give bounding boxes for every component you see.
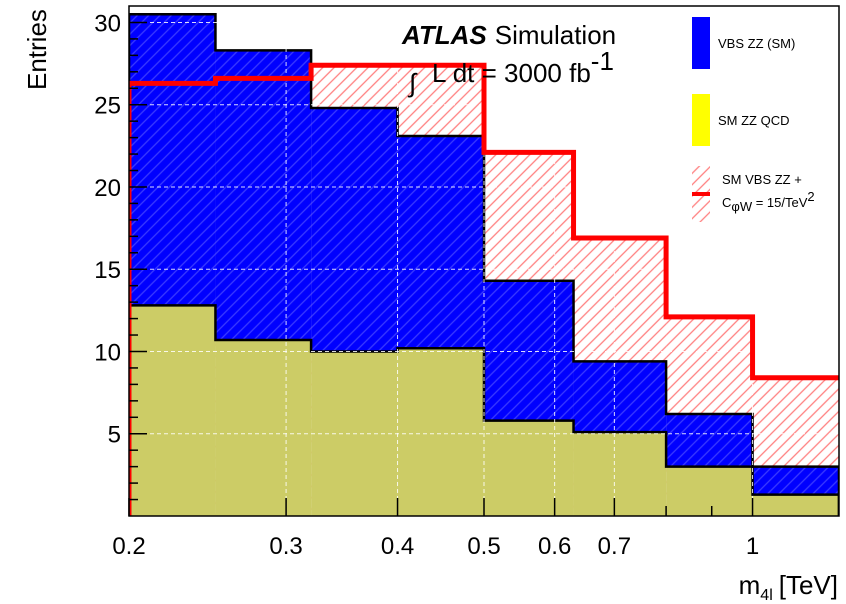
legend-label-bsm-coef-sub: φW: [731, 199, 752, 214]
legend-label-vbs-zz: VBS ZZ (SM): [718, 36, 795, 51]
x-tick-label-3: 0.5: [467, 533, 500, 560]
x-tick-label-5: 0.7: [598, 533, 631, 560]
simulation-label: Simulation: [495, 20, 616, 50]
legend-label-sm-zz-qcd: SM ZZ QCD: [718, 113, 790, 128]
y-tick-label-1: 10: [94, 339, 121, 366]
legend-label-bsm-rest: = 15/TeV: [752, 195, 808, 210]
bar-vbs-zz-3: [397, 135, 484, 349]
x-tick-label-1: 0.3: [269, 533, 302, 560]
y-tick-label-3: 20: [94, 175, 121, 202]
legend-label-bsm-line1: SM VBS ZZ +: [722, 172, 802, 187]
svg-text:L dt = 3000 fb-1: L dt = 3000 fb-1: [432, 46, 614, 88]
y-tick-label-2: 15: [94, 257, 121, 284]
line-sm-vbs-zz-bsm: [129, 62, 839, 516]
bar-sm-zz-qcd-7: [752, 494, 839, 516]
x-tick-label-2: 0.4: [381, 533, 414, 560]
y-tick-label-5: 30: [94, 10, 121, 37]
bar-vbs-zz-5: [573, 361, 667, 433]
x-axis-title-main: m: [739, 570, 761, 600]
bar-vbs-zz-7: [752, 466, 839, 495]
bar-sm-zz-qcd-0: [129, 305, 216, 516]
legend: VBS ZZ (SM) SM ZZ QCD SM VBS ZZ + CφW = …: [692, 17, 815, 222]
bar-sm-zz-qcd-5: [573, 432, 667, 516]
x-tick-label-4: 0.6: [538, 533, 571, 560]
y-tick-label-4: 25: [94, 93, 121, 120]
bar-sm-zz-qcd-1: [215, 339, 312, 516]
bar-vbs-zz-6: [666, 414, 753, 467]
bar-vbs-zz-2: [311, 108, 398, 352]
legend-label-bsm-rest-sup: 2: [807, 189, 814, 204]
x-tick-label-0: 0.2: [112, 533, 145, 560]
lumi-superscript: -1: [591, 46, 614, 76]
x-axis-title-unit: [TeV]: [779, 570, 838, 600]
red-series-line: [129, 62, 839, 516]
bar-sm-zz-qcd-6: [666, 466, 753, 516]
legend-swatch-vbs-zz: [692, 17, 710, 69]
svg-text:CφW = 15/TeV2: CφW = 15/TeV2: [722, 189, 815, 214]
experiment-annotation: ATLAS Simulation ∫ L dt = 3000 fb-1: [401, 20, 616, 98]
bar-vbs-zz-1: [215, 50, 312, 340]
y-axis-title: Entries: [22, 9, 52, 90]
y-axis-title-text: Entries: [22, 9, 52, 90]
x-axis-ticks: 0.2 0.3 0.4 0.5 0.6 0.7 1: [112, 498, 759, 560]
legend-swatch-sm-zz-qcd: [692, 94, 710, 146]
lumi-text: L dt = 3000 fb: [432, 58, 591, 88]
y-axis-ticks: 5 10 15 20 25 30: [94, 10, 147, 501]
atlas-brand: ATLAS: [401, 20, 487, 50]
x-tick-label-6: 1: [746, 533, 759, 560]
x-axis-title-sub: 4l: [760, 587, 772, 604]
lumi-integral-sign: ∫: [407, 68, 418, 98]
bar-vbs-zz-4: [484, 280, 574, 421]
bar-sm-zz-qcd-4: [484, 420, 574, 516]
bar-sm-zz-qcd-3: [397, 348, 484, 516]
bar-vbs-zz-0: [129, 14, 216, 306]
x-axis-title: m4l [TeV]: [739, 570, 838, 604]
legend-label-bsm-coef: C: [722, 195, 731, 210]
y-tick-label-0: 5: [108, 422, 121, 449]
